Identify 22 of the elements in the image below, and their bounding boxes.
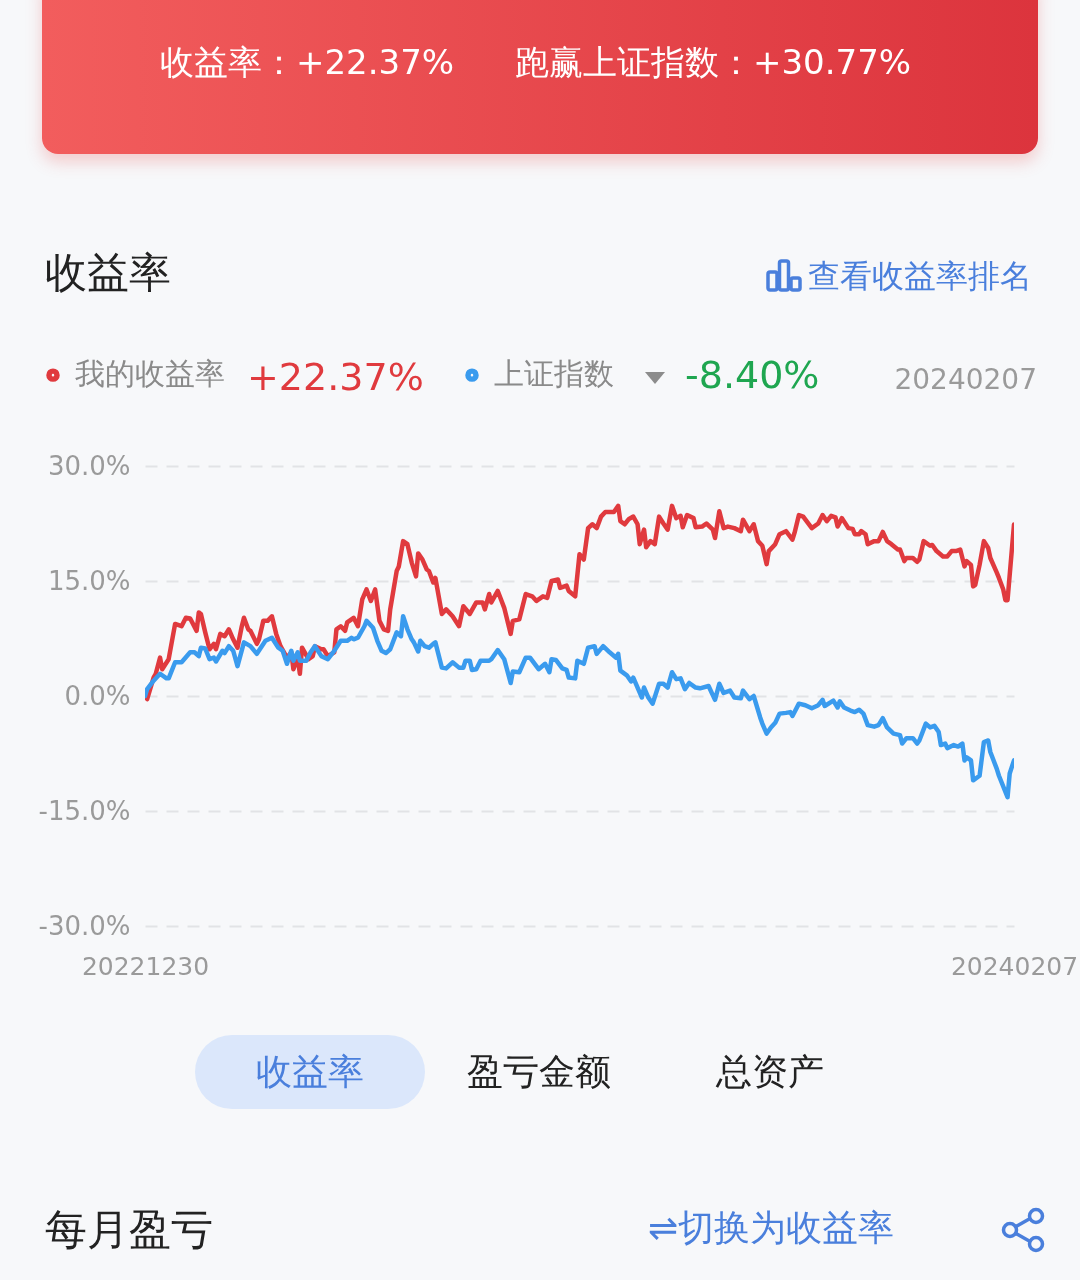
text: 收益率：+22.37% — [160, 41, 455, 83]
text: +22.37% — [247, 355, 424, 401]
x-tick-label: 20221230 — [81, 951, 210, 981]
text: 盈亏金额 — [467, 1050, 611, 1094]
text: -8.40% — [685, 353, 820, 399]
text: 20240207 — [894, 363, 1037, 397]
text: 收益率 — [256, 1050, 364, 1094]
text: ⇌切换为收益率 — [648, 1206, 895, 1250]
line-series — [145, 503, 1014, 702]
y-tick-label: -15.0% — [38, 795, 131, 826]
y-tick-label: 15.0% — [47, 565, 131, 596]
text: 总资产 — [716, 1050, 824, 1094]
y-tick-label: 0.0% — [64, 680, 131, 711]
y-tick-label: -30.0% — [38, 910, 131, 941]
text: 查看收益率排名 — [808, 256, 1032, 296]
legend-label: 上证指数 — [494, 356, 614, 392]
y-tick-label: 30.0% — [47, 450, 131, 481]
chart-title: 收益率 — [45, 247, 171, 299]
text: 跑赢上证指数：+30.77% — [515, 41, 912, 83]
text: 每月盈亏 — [45, 1204, 213, 1256]
line-series — [145, 614, 1014, 800]
legend-label: 我的收益率 — [75, 356, 225, 392]
